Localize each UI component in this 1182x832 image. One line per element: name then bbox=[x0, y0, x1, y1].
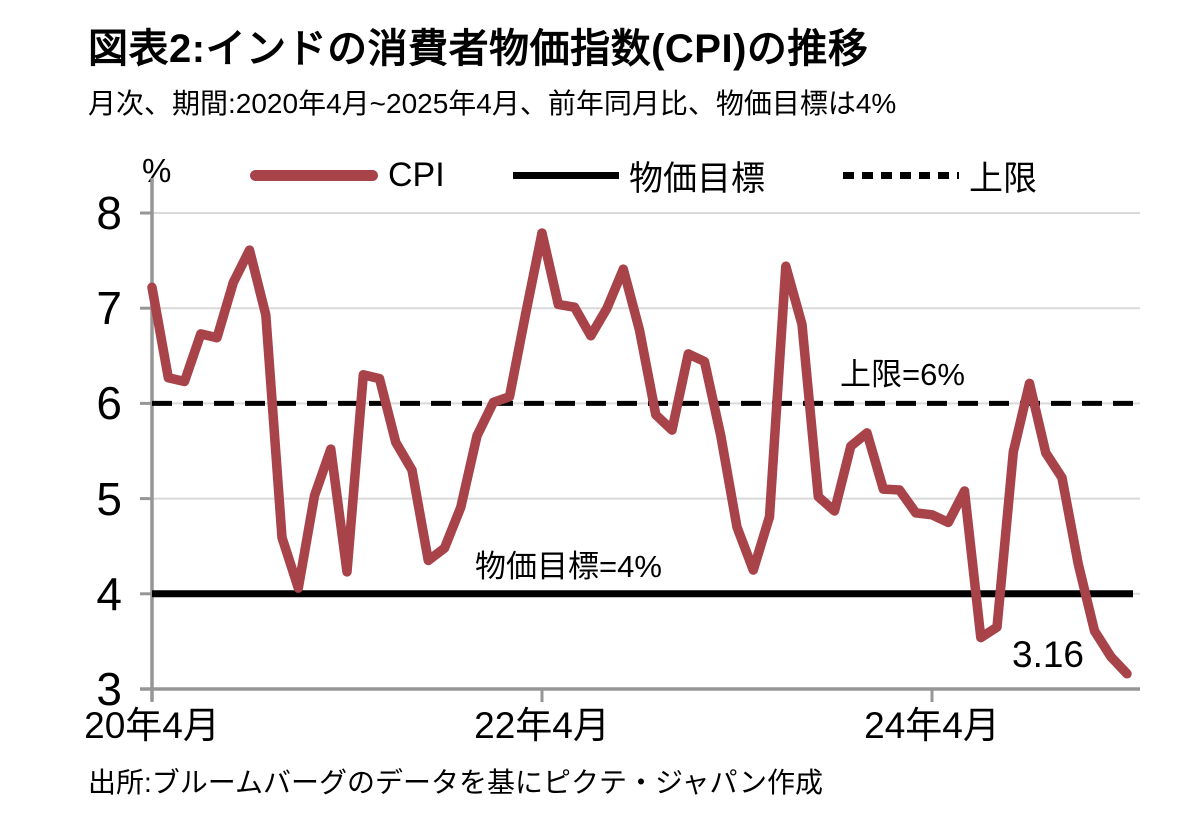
y-axis-tick-label: 5 bbox=[96, 472, 122, 525]
chart-subtitle: 月次、期間:2020年4月~2025年4月、前年同月比、物価目標は4% bbox=[88, 88, 897, 119]
x-axis-tick-label: 24年4月 bbox=[864, 705, 1000, 746]
legend-item-target: 物価目標 bbox=[513, 155, 765, 198]
legend-item-cpi: CPI bbox=[250, 155, 445, 195]
legend-label-cpi: CPI bbox=[388, 155, 445, 194]
x-axis-tick-label: 22年4月 bbox=[474, 705, 610, 746]
x-axis-tick-label: 20年4月 bbox=[84, 705, 220, 746]
legend-label-target: 物価目標 bbox=[629, 159, 765, 198]
upper-limit-annotation: 上限=6% bbox=[840, 357, 965, 392]
y-axis-tick-label: 7 bbox=[96, 282, 122, 335]
source-note: 出所:ブルームバーグのデータを基にピクテ・ジャパン作成 bbox=[88, 767, 823, 798]
target-annotation: 物価目標=4% bbox=[475, 549, 662, 584]
y-axis-tick-label: 4 bbox=[96, 567, 122, 620]
legend-label-upper: 上限 bbox=[969, 159, 1037, 198]
y-axis-tick-label: 8 bbox=[96, 187, 122, 239]
cpi-line-swatch-icon bbox=[250, 169, 378, 181]
y-axis-unit-label: % bbox=[142, 152, 172, 189]
y-axis-tick-label: 6 bbox=[96, 377, 122, 430]
target-line-swatch-icon bbox=[513, 171, 619, 179]
upper-limit-dashed-swatch-icon bbox=[843, 171, 959, 179]
chart-title: 図表2:インドの消費者物価指数(CPI)の推移 bbox=[88, 27, 869, 71]
last-value-annotation: 3.16 bbox=[1012, 634, 1085, 675]
legend-item-upper: 上限 bbox=[843, 155, 1037, 198]
y-axis-tick-label: 3 bbox=[96, 663, 122, 715]
